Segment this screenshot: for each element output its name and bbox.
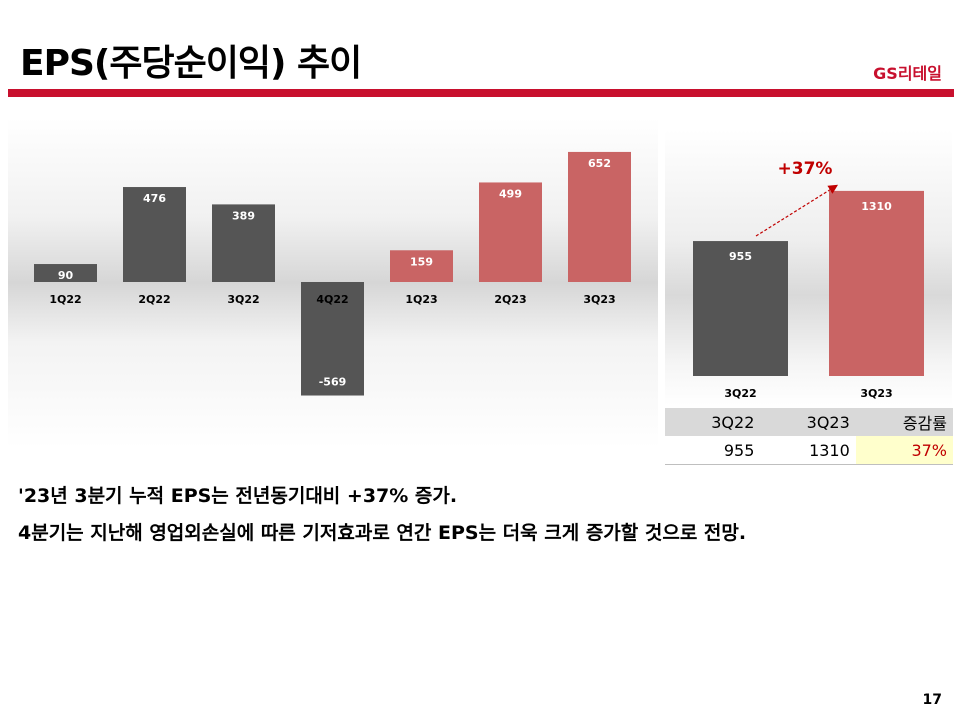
growth-arrow xyxy=(755,184,839,237)
x-tick-label: 3Q22 xyxy=(724,387,756,400)
x-tick-label: 1Q22 xyxy=(49,293,81,306)
eps-bar xyxy=(568,151,631,282)
table-header-row: 3Q22 3Q23 증감률 xyxy=(665,408,953,436)
bar-value-label: 90 xyxy=(58,269,74,282)
title-divider xyxy=(8,89,954,97)
compare-bar xyxy=(693,241,788,376)
table-header-cell: 3Q22 xyxy=(665,408,761,436)
table-row: 955 1310 37% xyxy=(665,436,953,465)
bar-value-label: -569 xyxy=(319,376,347,389)
eps-bar xyxy=(390,250,453,282)
quarterly-eps-chart: 90 1Q22 476 2Q22 389 3Q22 -569 4Q22 159 1Q23 499 2Q… xyxy=(34,151,631,396)
commentary-line: '23년 3분기 누적 EPS는 전년동기대비 +37% 증가. xyxy=(18,485,458,507)
commentary: '23년 3분기 누적 EPS는 전년동기대비 +37% 증가. 4분기는 지난… xyxy=(18,478,948,552)
table-header-cell: 3Q23 xyxy=(760,408,856,436)
comparison-eps-chart: 955 3Q22 1310 3Q23 +37% xyxy=(693,159,924,400)
bar-value-label: 652 xyxy=(588,157,611,170)
commentary-line: 4분기는 지난해 영업외손실에 따른 기저효과로 연간 EPS는 더욱 크게 증… xyxy=(18,522,747,544)
x-tick-label: 2Q23 xyxy=(494,293,526,306)
table-cell: 955 xyxy=(665,436,761,465)
page-number: 17 xyxy=(922,692,942,708)
bar-value-label: 499 xyxy=(499,187,522,200)
x-tick-label: 4Q22 xyxy=(316,293,348,306)
slide-title: EPS(주당순이익) 추이 xyxy=(20,43,362,84)
bar-value-label: 476 xyxy=(143,192,166,205)
table-cell: 1310 xyxy=(760,436,856,465)
growth-rate-cell: 37% xyxy=(855,436,953,465)
x-tick-label: 3Q22 xyxy=(227,293,259,306)
eps-summary-table: 3Q22 3Q23 증감률 955 1310 37% xyxy=(665,408,953,465)
x-tick-label: 3Q23 xyxy=(583,293,615,306)
eps-bar xyxy=(301,282,364,396)
x-tick-label: 1Q23 xyxy=(405,293,437,306)
eps-bar xyxy=(123,187,186,282)
eps-bar xyxy=(34,264,97,282)
bar-value-label: 389 xyxy=(232,209,255,222)
brand-logo: GS리테일 xyxy=(873,64,942,83)
eps-bar xyxy=(212,204,275,282)
x-tick-label: 2Q22 xyxy=(138,293,170,306)
eps-bar xyxy=(479,182,542,282)
growth-annotation: +37% xyxy=(778,159,833,179)
compare-bar xyxy=(829,190,924,376)
bar-value-label: 159 xyxy=(410,255,433,268)
bar-value-label: 1310 xyxy=(861,200,892,213)
x-tick-label: 3Q23 xyxy=(860,387,892,400)
table-header-cell: 증감률 xyxy=(855,408,953,436)
bar-value-label: 955 xyxy=(729,250,752,263)
